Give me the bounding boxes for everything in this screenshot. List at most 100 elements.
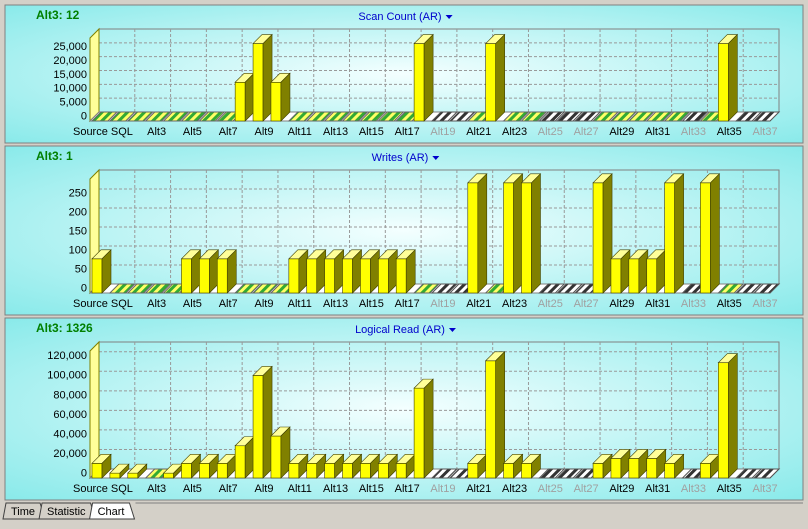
bar-side [495,33,505,122]
empty-slot [735,468,763,479]
bar [628,249,649,294]
y-tick-label: 60,000 [53,409,87,421]
bar-front [306,463,318,479]
x-tick-label: Alt29 [609,298,634,310]
panel-annotation: Alt3: 1 [36,149,73,163]
bar-front [163,472,174,479]
bar-front [646,258,658,294]
empty-slot [538,111,566,122]
bar [341,453,363,479]
bar-front [592,463,604,479]
bar [395,249,416,294]
bar-side [728,352,738,479]
bar [109,463,130,479]
empty-slot [430,111,459,122]
bar [127,463,148,479]
bar-front [521,463,532,479]
bar [467,453,488,479]
x-tick-label: Alt23 [502,126,527,138]
bar-front [467,182,479,294]
bar [663,453,685,479]
x-tick-label: Source SQL [73,126,133,138]
x-tick-label: Alt23 [502,483,527,495]
y-tick-label: 40,000 [53,428,87,440]
bar-front [395,258,407,294]
x-tick-label: Alt35 [717,483,742,495]
bar-side [101,249,112,294]
x-tick-label: Alt25 [538,298,563,310]
x-tick-label: Alt5 [183,483,202,495]
bar-front [288,463,300,479]
bar [467,173,488,294]
y-tick-label: 0 [81,467,87,479]
bar [288,249,309,294]
bar [91,453,112,479]
bar [502,453,524,479]
bar-front [127,472,139,479]
bar [610,249,631,294]
bar [288,453,309,479]
bar [162,111,190,122]
empty-slot [538,468,566,479]
x-tick-label: Alt31 [645,483,670,495]
empty-slot [556,283,584,294]
x-tick-label: Alt35 [717,298,742,310]
empty-slot [448,111,476,122]
title-dropdown [448,328,456,332]
bar-front [199,258,210,294]
bar [323,453,345,479]
bar [592,453,613,479]
bar-side [226,249,237,294]
bar-front [216,258,228,294]
bar-side [674,173,684,294]
bar [234,72,255,122]
empty-slot [681,111,709,122]
bar-front [342,463,353,479]
x-tick-label: Alt27 [574,483,599,495]
bar-front [664,182,675,294]
bar [306,249,327,294]
x-tick-label: Alt19 [430,483,455,495]
bar [126,111,154,122]
y-tick-label: 200 [69,206,87,218]
bar-side [280,72,291,122]
bar-front [700,182,711,294]
bar [502,111,530,122]
bar [252,365,273,479]
x-tick-label: Alt7 [219,483,238,495]
bar-front [413,387,425,479]
bar [198,111,226,122]
panel-bg [4,4,804,144]
y-tick-label: 0 [81,282,87,294]
x-tick-label: Alt27 [574,298,599,310]
y-tick-label: 80,000 [53,389,87,401]
bar-front [252,43,264,122]
bar-front [664,463,675,479]
left-wall [89,27,100,123]
bar [108,111,136,122]
x-tick-label: Alt11 [288,483,312,495]
bar [306,453,327,479]
bar [91,249,112,294]
chart-title: Logical Read (AR) [355,324,445,336]
x-tick-label: Alt5 [183,298,202,310]
tab[interactable] [88,502,136,520]
bar-side [423,378,434,479]
bar-front [324,463,335,479]
bar-front [592,182,604,294]
bar [717,352,739,479]
empty-slot [752,468,781,479]
x-tick-label: Alt5 [183,126,202,138]
x-tick-label: Alt15 [359,126,384,138]
bar-front [610,458,622,479]
bar [377,453,399,479]
bar [395,453,416,479]
title-dropdown [445,15,453,19]
bar-side [405,249,416,294]
x-tick-label: Alt33 [681,483,706,495]
x-tick-label: Alt15 [359,483,384,495]
bar-front [324,258,335,294]
empty-slot [556,111,584,122]
x-tick-label: Alt35 [717,126,742,138]
bar [412,283,441,294]
